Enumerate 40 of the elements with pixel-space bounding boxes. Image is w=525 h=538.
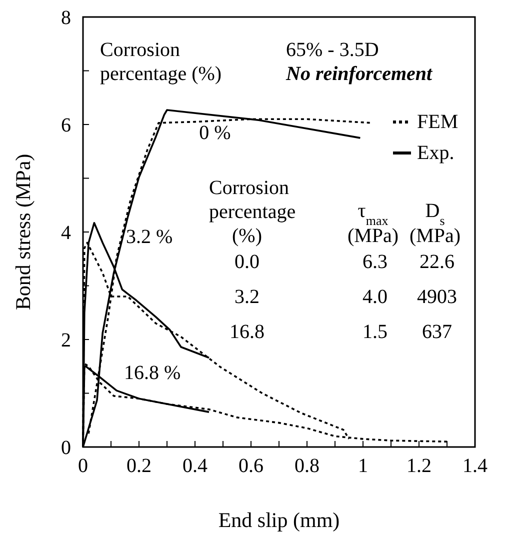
x-tick-label: 1: [358, 455, 368, 477]
legend-label: Exp.: [417, 142, 454, 164]
y-axis-title: Bond stress (MPa): [11, 154, 35, 310]
annotation: percentage (%): [100, 63, 222, 85]
x-axis-title: End slip (mm): [218, 508, 340, 532]
y-tick-label: 4: [61, 222, 71, 244]
annotation: 0.0: [234, 251, 260, 273]
x-tick-label: 0: [78, 455, 88, 477]
x-tick-label: 1.2: [406, 455, 432, 477]
legend-label: FEM: [417, 111, 458, 133]
annotation: 4903: [417, 286, 457, 308]
x-tick-label: 0.4: [182, 455, 208, 477]
annotation: τ$_{max}$: [358, 200, 389, 228]
annotation: 65% - 3.5D: [286, 39, 379, 61]
annotation: 3.2 %: [126, 226, 173, 248]
annotation: 22.6: [420, 251, 454, 273]
x-tick-label: 1.4: [462, 455, 488, 477]
x-tick-label: 0.8: [294, 455, 320, 477]
x-tick-label: 0.2: [126, 455, 152, 477]
annotation: 6.3: [362, 251, 388, 273]
annotation: (MPa): [409, 225, 461, 247]
annotation: 637: [422, 321, 452, 343]
y-tick-label: 2: [61, 330, 71, 352]
annotation: (%): [232, 225, 262, 247]
annotation: 4.0: [362, 286, 388, 308]
annotation: 3.2: [234, 286, 260, 308]
annotation: No reinforcement: [285, 63, 434, 85]
annotation: 1.5: [362, 321, 388, 343]
annotation: 0 %: [199, 122, 231, 144]
annotation: percentage: [209, 201, 296, 223]
x-tick-label: 0.6: [238, 455, 264, 477]
y-tick-label: 0: [61, 437, 71, 459]
annotation: Corrosion: [100, 39, 180, 61]
y-tick-label: 8: [61, 7, 71, 29]
y-tick-label: 6: [61, 114, 71, 136]
annotation: 16.8: [230, 321, 264, 343]
annotation: D$_{s}$: [425, 200, 445, 228]
annotation: (MPa): [347, 225, 399, 247]
annotation: Corrosion: [209, 177, 289, 199]
annotation: 16.8 %: [124, 362, 181, 384]
